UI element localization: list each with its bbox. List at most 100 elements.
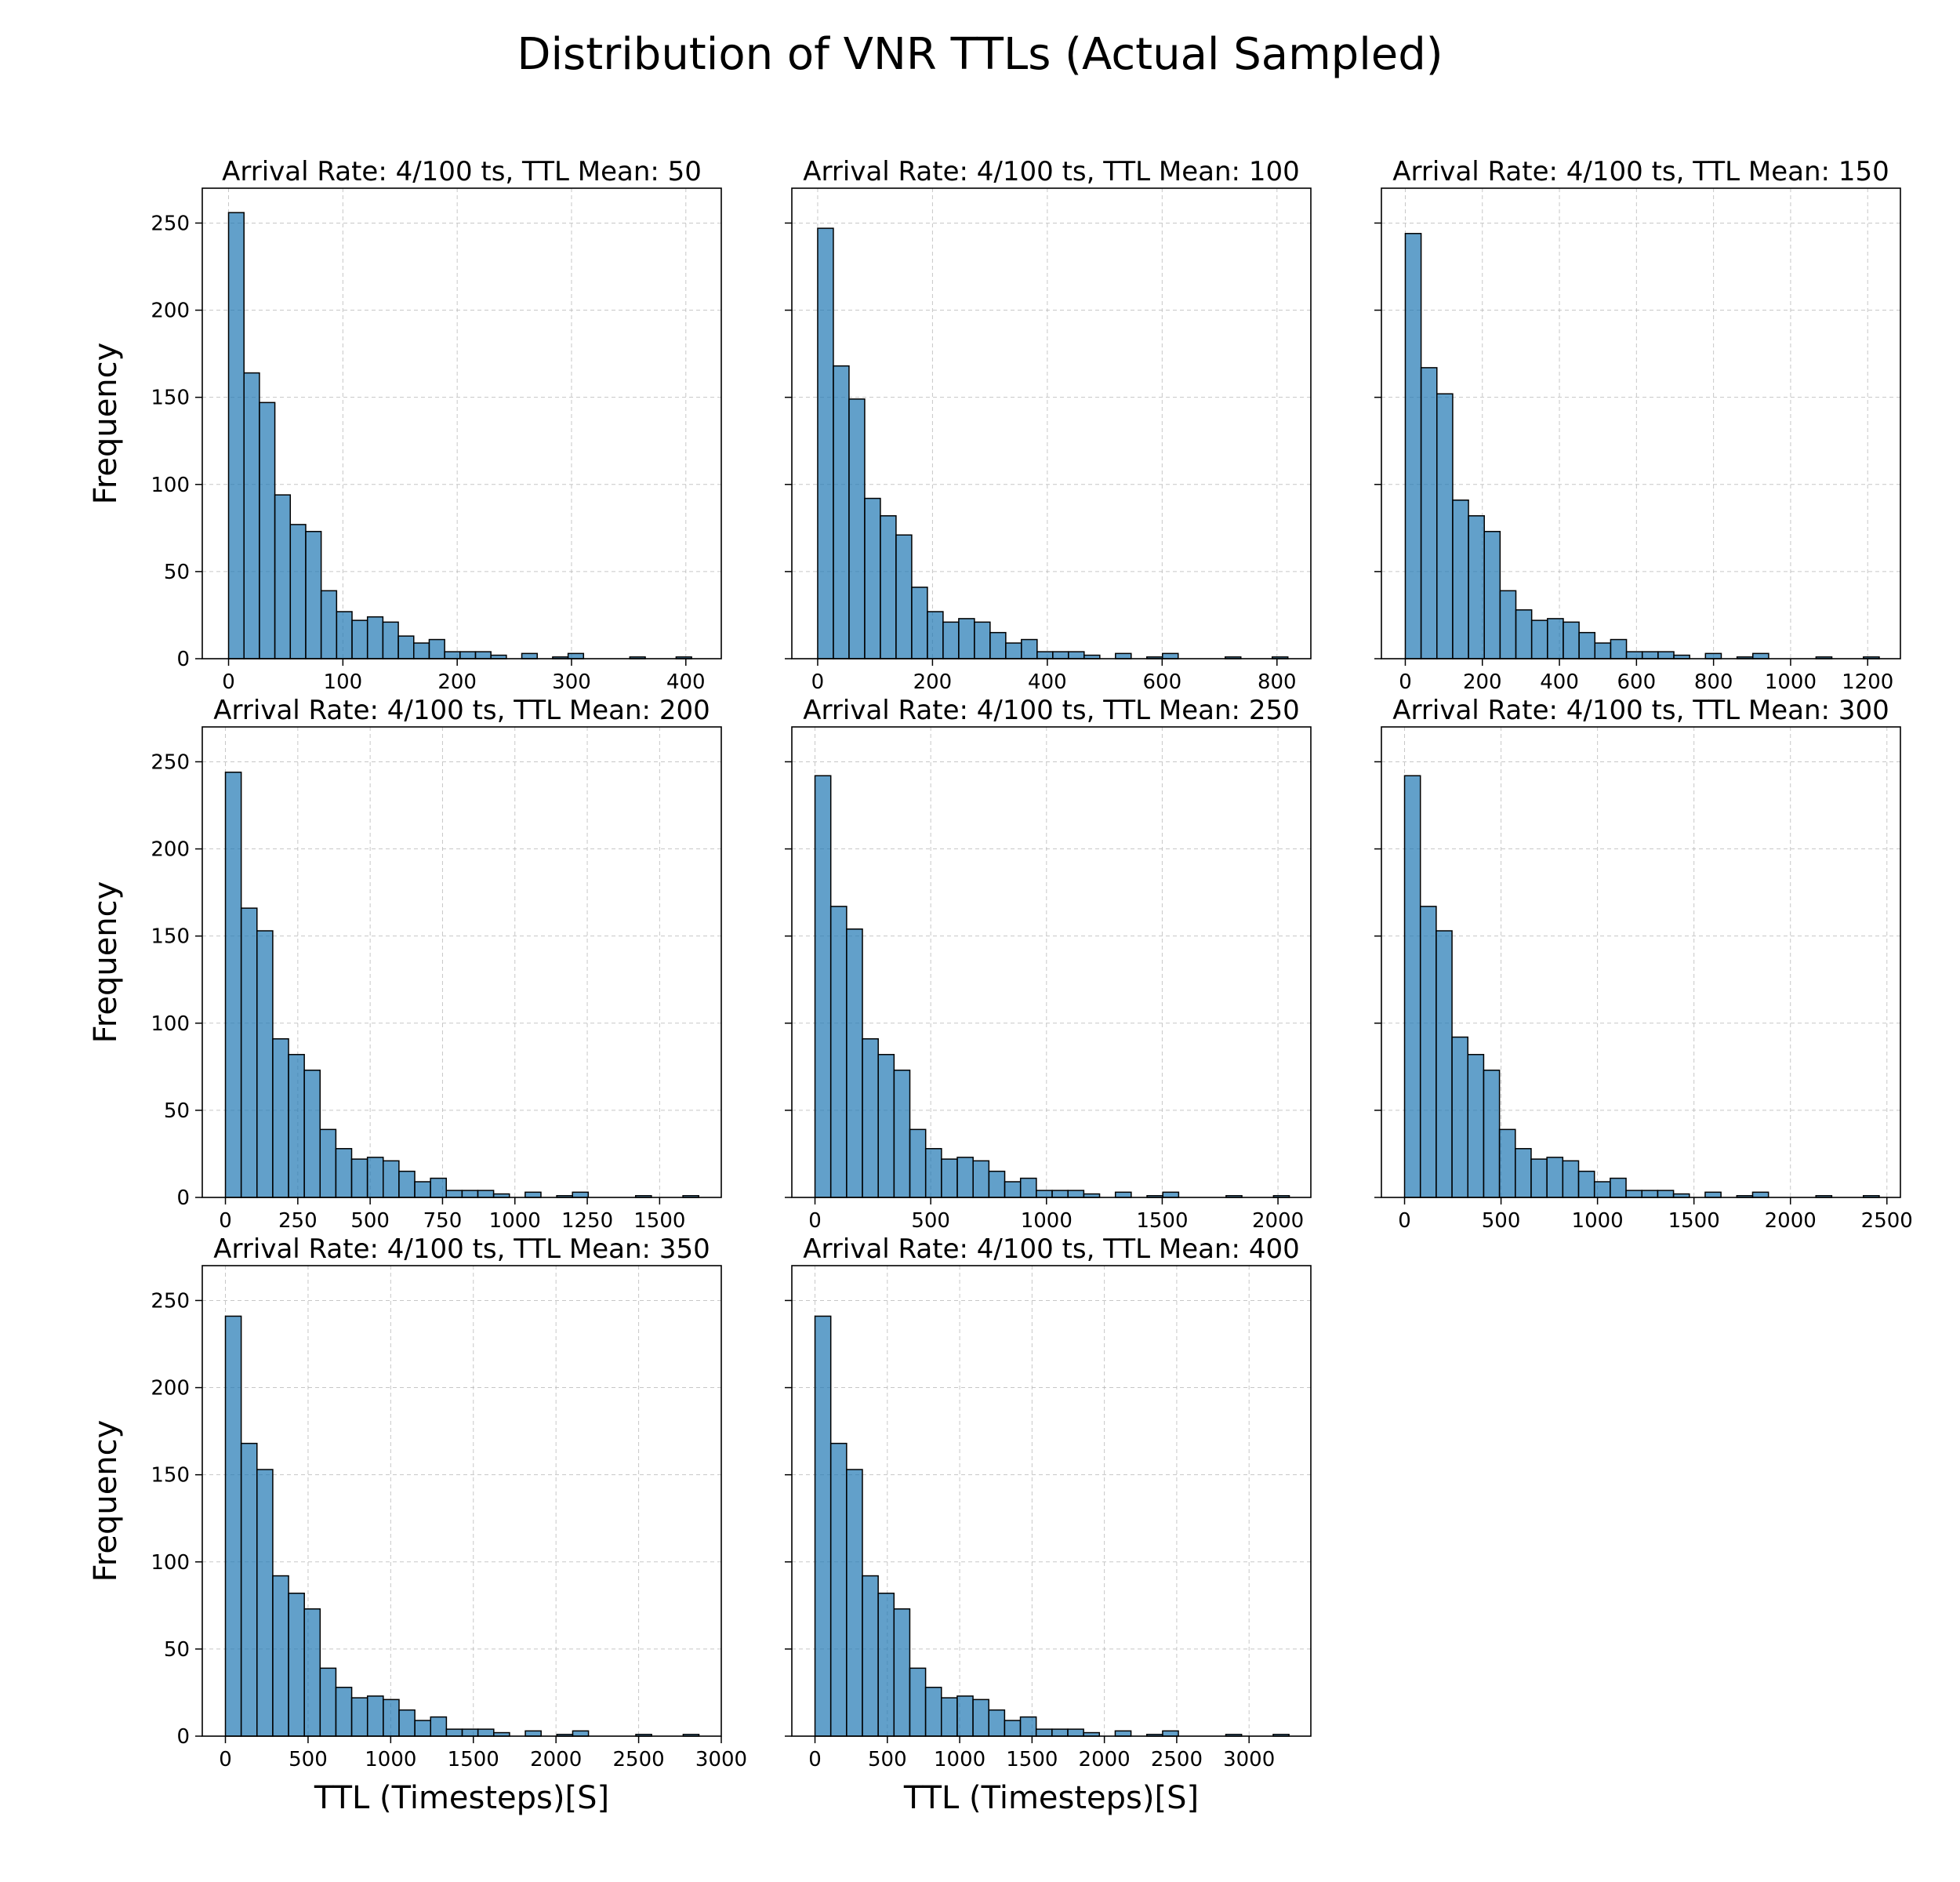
histogram-bar: [956, 1695, 974, 1737]
histogram-bar: [1499, 590, 1517, 659]
histogram-bar: [877, 1593, 895, 1737]
histogram-bar: [335, 1687, 353, 1737]
histogram-bar: [1530, 1158, 1548, 1198]
histogram-bar: [366, 1157, 384, 1198]
histogram-bar: [1657, 1190, 1675, 1198]
histogram-bar: [240, 907, 258, 1198]
y-tick-label: 250: [151, 212, 190, 235]
histogram-bar: [1625, 1190, 1642, 1198]
histogram-bar: [1530, 619, 1548, 659]
x-tick-label: 2000: [1252, 1209, 1304, 1233]
subplot-title: Arrival Rate: 4/100 ts, TTL Mean: 50: [222, 156, 702, 187]
y-tick-label: 100: [151, 474, 190, 497]
axes-frame: [791, 1265, 1312, 1737]
histogram-bar: [880, 515, 897, 659]
x-tick-label: 1250: [561, 1209, 613, 1233]
histogram-bar: [1515, 1148, 1532, 1198]
histogram-bar: [1547, 618, 1564, 659]
histogram-bar: [383, 1160, 400, 1198]
x-tick-label: 750: [423, 1209, 463, 1233]
histogram-bar: [846, 928, 863, 1198]
x-tick-label: 0: [219, 1209, 232, 1233]
x-tick-label: 800: [1694, 670, 1733, 694]
histogram-bar: [862, 1575, 879, 1737]
histogram-bar: [288, 1054, 305, 1198]
histogram-bar: [1610, 638, 1628, 659]
subplot-title: Arrival Rate: 4/100 ts, TTL Mean: 200: [213, 695, 710, 726]
histogram-bar: [567, 652, 585, 659]
x-tick-label: 1500: [633, 1209, 685, 1233]
histogram-bar: [893, 1070, 911, 1198]
histogram-bar: [243, 372, 260, 659]
histogram-bar: [414, 1720, 432, 1737]
histogram-bar: [911, 587, 928, 659]
x-tick-label: 3000: [695, 1748, 747, 1771]
histogram-bar: [1162, 1191, 1180, 1198]
histogram-bar: [1021, 638, 1038, 659]
histogram-bar: [1162, 652, 1179, 659]
histogram-bar: [924, 1148, 942, 1198]
x-tick-label: 500: [868, 1748, 907, 1771]
subplot-8: Arrival Rate: 4/100 ts, TTL Mean: 400 0 50…: [785, 1233, 1312, 1816]
histogram-bar: [240, 1442, 258, 1737]
histogram-bar: [224, 1315, 242, 1737]
y-axis-label: Frequency: [88, 881, 124, 1044]
histogram-bar: [1036, 1190, 1053, 1198]
x-tick-label: 0: [222, 670, 235, 694]
histogram-bar: [1752, 652, 1769, 659]
y-axis-label: Frequency: [88, 343, 124, 505]
histogram-bar: [1052, 651, 1069, 659]
histogram-bar: [924, 1687, 942, 1737]
x-tick-label: 1000: [934, 1748, 985, 1771]
histogram-bar: [1004, 1181, 1022, 1198]
histogram-bar: [1625, 651, 1643, 659]
histogram-bar: [274, 494, 292, 659]
histogram-bar: [289, 524, 307, 659]
histogram-bar: [972, 1160, 990, 1198]
histogram-bar: [413, 642, 430, 659]
y-tick-label: 100: [151, 1551, 190, 1575]
axes-frame: [791, 726, 1312, 1198]
histogram-bar: [1019, 1177, 1037, 1198]
subplot-title: Arrival Rate: 4/100 ts, TTL Mean: 300: [1392, 695, 1889, 726]
histogram-bar: [864, 497, 881, 659]
histogram-bar: [1578, 631, 1596, 659]
x-tick-label: 0: [219, 1748, 232, 1771]
histogram-bar: [1593, 1181, 1611, 1198]
histogram-bar: [1004, 1720, 1022, 1737]
histogram-bar: [895, 534, 913, 659]
x-tick-label: 500: [350, 1209, 390, 1233]
histogram-bar: [1114, 1191, 1132, 1198]
y-tick-label: 0: [176, 648, 190, 671]
histogram-bar: [572, 1730, 590, 1737]
histogram-bar: [335, 1148, 353, 1198]
histogram-bar: [1051, 1190, 1069, 1198]
figure-title: Distribution of VNR TTLs (Actual Sampled…: [517, 29, 1443, 80]
y-tick-label: 250: [151, 750, 190, 774]
x-tick-label: 2000: [1765, 1209, 1817, 1233]
histogram-bar: [1641, 651, 1659, 659]
histogram-bar: [445, 1190, 463, 1198]
histogram-bar: [1641, 1190, 1659, 1198]
histogram-bar: [817, 227, 834, 659]
histogram-bar: [942, 621, 960, 659]
x-tick-label: 400: [1540, 670, 1579, 694]
histogram-bar: [461, 1728, 479, 1737]
subplot-2: Arrival Rate: 4/100 ts, TTL Mean: 100 0 20…: [785, 156, 1312, 694]
subplot-5: Arrival Rate: 4/100 ts, TTL Mean: 250 0 50…: [785, 695, 1312, 1233]
y-tick-label: 0: [176, 1725, 190, 1749]
y-tick-label: 50: [164, 561, 190, 584]
histogram-bar: [909, 1128, 927, 1198]
axes-frame: [1381, 187, 1901, 659]
histogram-bar: [988, 1170, 1006, 1198]
histogram-bar: [259, 401, 276, 659]
histogram-bar: [1068, 651, 1085, 659]
x-tick-label: 0: [811, 670, 825, 694]
y-tick-label: 50: [164, 1099, 190, 1123]
x-tick-label: 200: [437, 670, 477, 694]
histogram-bar: [351, 619, 368, 659]
x-tick-label: 1500: [1006, 1748, 1058, 1771]
histogram-bar: [1515, 609, 1533, 659]
